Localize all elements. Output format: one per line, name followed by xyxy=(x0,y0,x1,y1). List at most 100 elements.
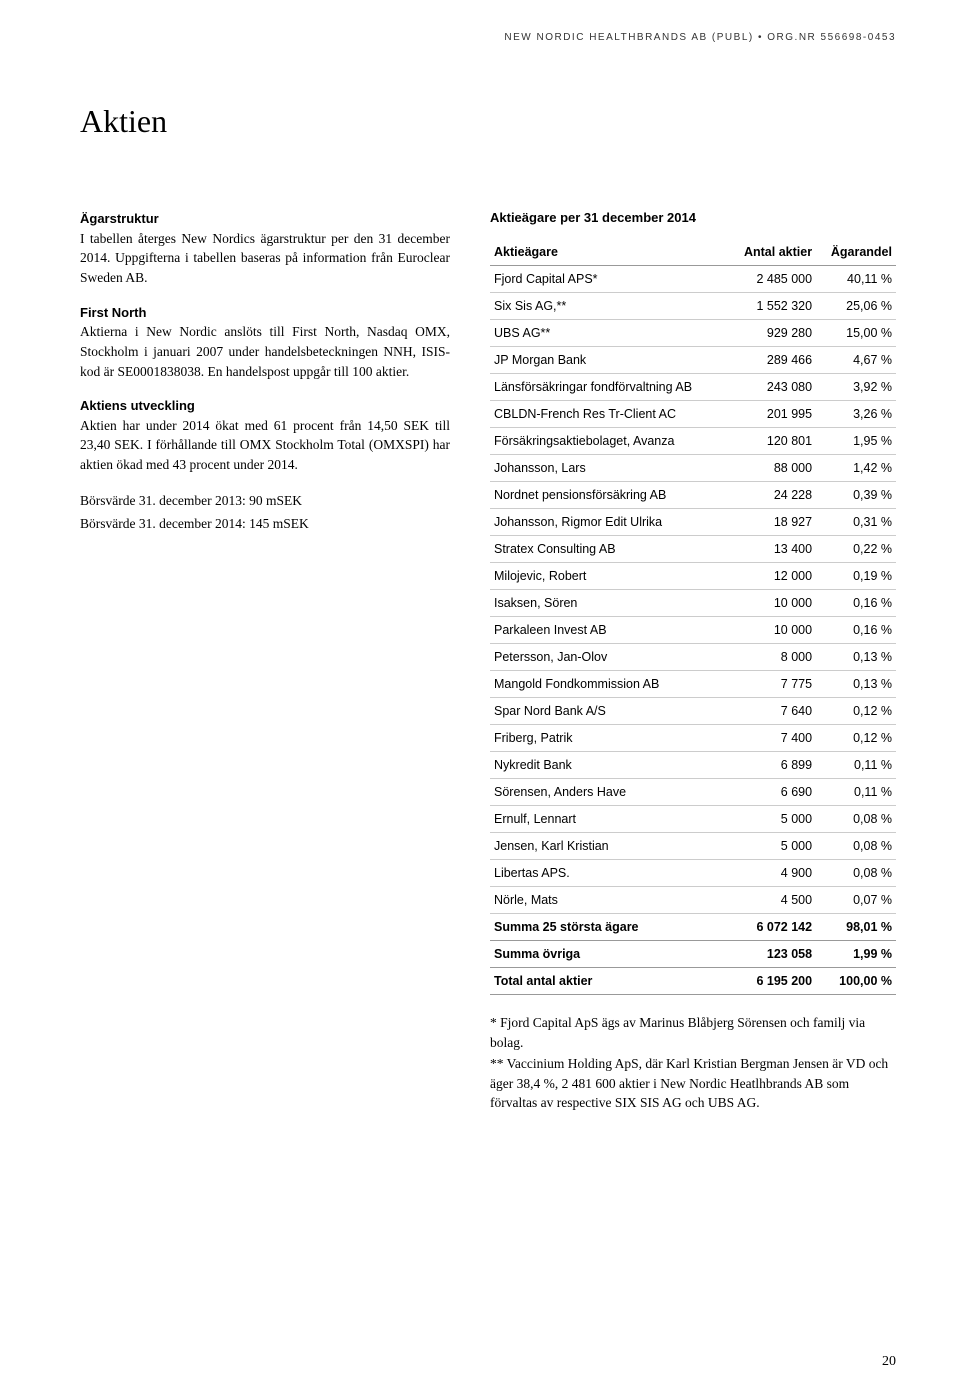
cell-name: Parkaleen Invest AB xyxy=(490,617,728,644)
cell-shares: 243 080 xyxy=(728,374,816,401)
cell-shares: 201 995 xyxy=(728,401,816,428)
cell-percent: 1,95 % xyxy=(816,428,896,455)
cell-shares: 6 690 xyxy=(728,779,816,806)
cell-percent: 0,39 % xyxy=(816,482,896,509)
cell-percent: 0,11 % xyxy=(816,779,896,806)
borsvarde-2013: Börsvärde 31. december 2013: 90 mSEK xyxy=(80,491,450,511)
cell-shares: 7 400 xyxy=(728,725,816,752)
cell-name: Total antal aktier xyxy=(490,968,728,995)
cell-name: Six Sis AG,** xyxy=(490,293,728,320)
table-title: Aktieägare per 31 december 2014 xyxy=(490,210,896,225)
cell-shares: 5 000 xyxy=(728,806,816,833)
table-row: Mangold Fondkommission AB7 7750,13 % xyxy=(490,671,896,698)
cell-name: Ernulf, Lennart xyxy=(490,806,728,833)
cell-shares: 24 228 xyxy=(728,482,816,509)
cell-name: Försäkringsaktiebolaget, Avanza xyxy=(490,428,728,455)
cell-shares: 4 500 xyxy=(728,887,816,914)
page-title: Aktien xyxy=(80,103,896,140)
table-row: Nykredit Bank6 8990,11 % xyxy=(490,752,896,779)
cell-shares: 6 899 xyxy=(728,752,816,779)
cell-shares: 1 552 320 xyxy=(728,293,816,320)
heading-agarstruktur: Ägarstruktur xyxy=(80,210,450,229)
table-row: Friberg, Patrik7 4000,12 % xyxy=(490,725,896,752)
cell-percent: 25,06 % xyxy=(816,293,896,320)
cell-percent: 0,31 % xyxy=(816,509,896,536)
table-row: Johansson, Lars88 0001,42 % xyxy=(490,455,896,482)
paragraph-aktiens-utveckling: Aktien har under 2014 ökat med 61 procen… xyxy=(80,416,450,475)
footnotes: * Fjord Capital ApS ägs av Marinus Blåbj… xyxy=(490,1013,896,1113)
cell-percent: 0,07 % xyxy=(816,887,896,914)
document-header: NEW NORDIC HEALTHBRANDS AB (PUBL) • ORG.… xyxy=(80,32,896,43)
cell-name: Friberg, Patrik xyxy=(490,725,728,752)
table-row: Ernulf, Lennart5 0000,08 % xyxy=(490,806,896,833)
cell-shares: 2 485 000 xyxy=(728,266,816,293)
footnote-1: * Fjord Capital ApS ägs av Marinus Blåbj… xyxy=(490,1013,896,1052)
table-row: Milojevic, Robert12 0000,19 % xyxy=(490,563,896,590)
cell-name: Petersson, Jan-Olov xyxy=(490,644,728,671)
table-row: Sörensen, Anders Have6 6900,11 % xyxy=(490,779,896,806)
table-row: Länsförsäkringar fondförvaltning AB243 0… xyxy=(490,374,896,401)
cell-shares: 120 801 xyxy=(728,428,816,455)
cell-name: Summa övriga xyxy=(490,941,728,968)
paragraph-agarstruktur: I tabellen återges New Nordics ägarstruk… xyxy=(80,229,450,288)
table-header-row: Aktieägare Antal aktier Ägarandel xyxy=(490,239,896,266)
cell-shares: 13 400 xyxy=(728,536,816,563)
cell-name: CBLDN-French Res Tr-Client AC xyxy=(490,401,728,428)
footnote-2: ** Vaccinium Holding ApS, där Karl Krist… xyxy=(490,1054,896,1113)
cell-percent: 4,67 % xyxy=(816,347,896,374)
table-row: JP Morgan Bank289 4664,67 % xyxy=(490,347,896,374)
cell-shares: 929 280 xyxy=(728,320,816,347)
cell-name: Stratex Consulting AB xyxy=(490,536,728,563)
cell-percent: 1,99 % xyxy=(816,941,896,968)
table-row: Isaksen, Sören10 0000,16 % xyxy=(490,590,896,617)
cell-shares: 12 000 xyxy=(728,563,816,590)
table-row: UBS AG**929 28015,00 % xyxy=(490,320,896,347)
shareholders-table: Aktieägare Antal aktier Ägarandel Fjord … xyxy=(490,239,896,995)
table-summary-row: Summa 25 största ägare6 072 14298,01 % xyxy=(490,914,896,941)
cell-percent: 98,01 % xyxy=(816,914,896,941)
cell-shares: 4 900 xyxy=(728,860,816,887)
cell-name: Fjord Capital APS* xyxy=(490,266,728,293)
heading-aktiens-utveckling: Aktiens utveckling xyxy=(80,397,450,416)
cell-shares: 7 640 xyxy=(728,698,816,725)
table-row: Nörle, Mats4 5000,07 % xyxy=(490,887,896,914)
cell-name: Nykredit Bank xyxy=(490,752,728,779)
cell-name: Johansson, Rigmor Edit Ulrika xyxy=(490,509,728,536)
cell-name: Nörle, Mats xyxy=(490,887,728,914)
col-antal-aktier: Antal aktier xyxy=(728,239,816,266)
table-summary-row: Summa övriga123 0581,99 % xyxy=(490,941,896,968)
left-column: Ägarstruktur I tabellen återges New Nord… xyxy=(80,210,450,1115)
col-aktieagare: Aktieägare xyxy=(490,239,728,266)
cell-name: JP Morgan Bank xyxy=(490,347,728,374)
cell-shares: 289 466 xyxy=(728,347,816,374)
cell-name: UBS AG** xyxy=(490,320,728,347)
cell-percent: 0,13 % xyxy=(816,671,896,698)
cell-shares: 18 927 xyxy=(728,509,816,536)
cell-name: Summa 25 största ägare xyxy=(490,914,728,941)
cell-name: Sörensen, Anders Have xyxy=(490,779,728,806)
table-row: Stratex Consulting AB13 4000,22 % xyxy=(490,536,896,563)
cell-percent: 0,13 % xyxy=(816,644,896,671)
content-columns: Ägarstruktur I tabellen återges New Nord… xyxy=(80,210,896,1115)
cell-percent: 0,08 % xyxy=(816,806,896,833)
cell-name: Milojevic, Robert xyxy=(490,563,728,590)
cell-percent: 0,08 % xyxy=(816,860,896,887)
cell-percent: 100,00 % xyxy=(816,968,896,995)
cell-shares: 88 000 xyxy=(728,455,816,482)
cell-percent: 0,11 % xyxy=(816,752,896,779)
paragraph-first-north: Aktierna i New Nordic anslöts till First… xyxy=(80,322,450,381)
cell-percent: 0,12 % xyxy=(816,698,896,725)
cell-percent: 0,16 % xyxy=(816,590,896,617)
cell-shares: 7 775 xyxy=(728,671,816,698)
cell-percent: 0,12 % xyxy=(816,725,896,752)
table-row: Petersson, Jan-Olov8 0000,13 % xyxy=(490,644,896,671)
cell-name: Spar Nord Bank A/S xyxy=(490,698,728,725)
cell-percent: 0,22 % xyxy=(816,536,896,563)
borsvarde-2014: Börsvärde 31. december 2014: 145 mSEK xyxy=(80,514,450,534)
col-agarandel: Ägarandel xyxy=(816,239,896,266)
cell-name: Libertas APS. xyxy=(490,860,728,887)
cell-shares: 10 000 xyxy=(728,617,816,644)
cell-percent: 0,08 % xyxy=(816,833,896,860)
cell-percent: 3,92 % xyxy=(816,374,896,401)
cell-shares: 6 072 142 xyxy=(728,914,816,941)
